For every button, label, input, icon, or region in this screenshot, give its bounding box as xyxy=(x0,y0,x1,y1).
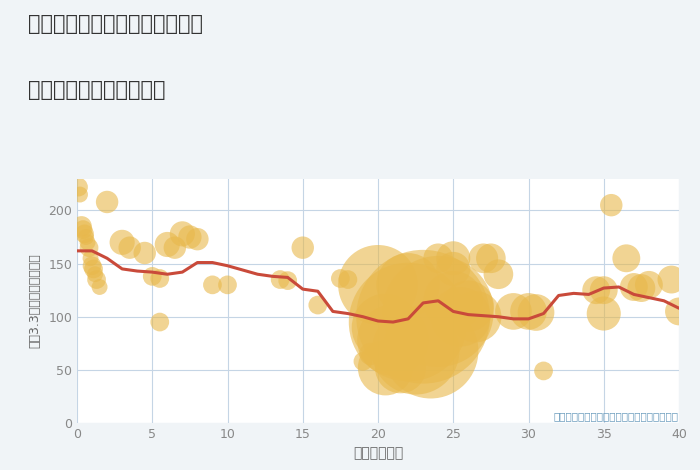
Point xyxy=(87,262,98,269)
Point xyxy=(90,270,101,278)
Point xyxy=(673,308,685,315)
Point xyxy=(666,276,677,283)
Point xyxy=(78,226,89,234)
Point xyxy=(184,233,195,241)
Point xyxy=(606,202,617,209)
Point xyxy=(402,281,414,289)
Point xyxy=(365,350,376,358)
Point xyxy=(94,283,105,291)
Point xyxy=(154,275,165,282)
Point xyxy=(88,265,99,273)
Point xyxy=(485,255,496,262)
Point xyxy=(82,239,93,246)
Point xyxy=(85,255,96,262)
Point xyxy=(74,191,85,198)
Point xyxy=(147,273,158,280)
Text: 築年数別中古戸建て価格: 築年数別中古戸建て価格 xyxy=(28,80,165,100)
Point xyxy=(79,230,90,238)
Point xyxy=(463,302,474,310)
Point xyxy=(274,276,286,283)
Point xyxy=(538,367,549,375)
Point xyxy=(380,364,391,371)
Point xyxy=(598,286,609,294)
Point xyxy=(493,270,504,278)
Y-axis label: 坪（3.3㎡）単価（万円）: 坪（3.3㎡）単価（万円） xyxy=(28,253,41,348)
Point xyxy=(477,255,489,262)
Point xyxy=(621,255,632,262)
Point xyxy=(154,318,165,326)
Point xyxy=(116,239,128,246)
Point xyxy=(91,276,102,283)
Point xyxy=(448,297,459,305)
Point xyxy=(192,235,203,243)
Point xyxy=(73,183,84,191)
Point xyxy=(629,283,640,291)
Point xyxy=(76,223,87,230)
Point xyxy=(433,255,444,262)
Point xyxy=(176,230,188,238)
Point xyxy=(433,308,444,315)
Point xyxy=(470,313,482,321)
Point xyxy=(402,318,414,326)
Point xyxy=(83,244,94,251)
Point xyxy=(102,198,113,206)
Point xyxy=(448,255,459,262)
Text: 円の大きさは、取引のあった物件面積を示す: 円の大きさは、取引のあった物件面積を示す xyxy=(554,411,679,421)
Point xyxy=(169,244,181,251)
Point xyxy=(523,308,534,315)
Point xyxy=(380,324,391,331)
Point xyxy=(388,337,399,344)
Point xyxy=(598,310,609,317)
Point xyxy=(139,249,150,257)
Point xyxy=(80,233,92,241)
Point xyxy=(335,275,346,282)
Point xyxy=(282,277,293,284)
Point xyxy=(395,364,406,371)
Point xyxy=(591,286,602,294)
Text: 埼玉県さいたま市南区鹿手袋の: 埼玉県さいたま市南区鹿手袋の xyxy=(28,14,203,34)
Point xyxy=(643,281,655,289)
Point xyxy=(312,301,323,309)
Point xyxy=(448,265,459,273)
Point xyxy=(222,281,233,289)
Point xyxy=(636,284,647,292)
Point xyxy=(207,281,218,289)
Point xyxy=(297,244,308,251)
Point xyxy=(372,281,384,289)
Point xyxy=(410,347,421,354)
Point xyxy=(417,313,428,321)
Point xyxy=(508,308,519,315)
Point xyxy=(162,241,173,248)
Point xyxy=(124,244,135,251)
X-axis label: 築年数（年）: 築年数（年） xyxy=(353,446,403,461)
Point xyxy=(455,313,466,321)
Point xyxy=(357,358,368,365)
Point xyxy=(342,276,354,283)
Point xyxy=(425,347,436,354)
Point xyxy=(531,309,542,316)
